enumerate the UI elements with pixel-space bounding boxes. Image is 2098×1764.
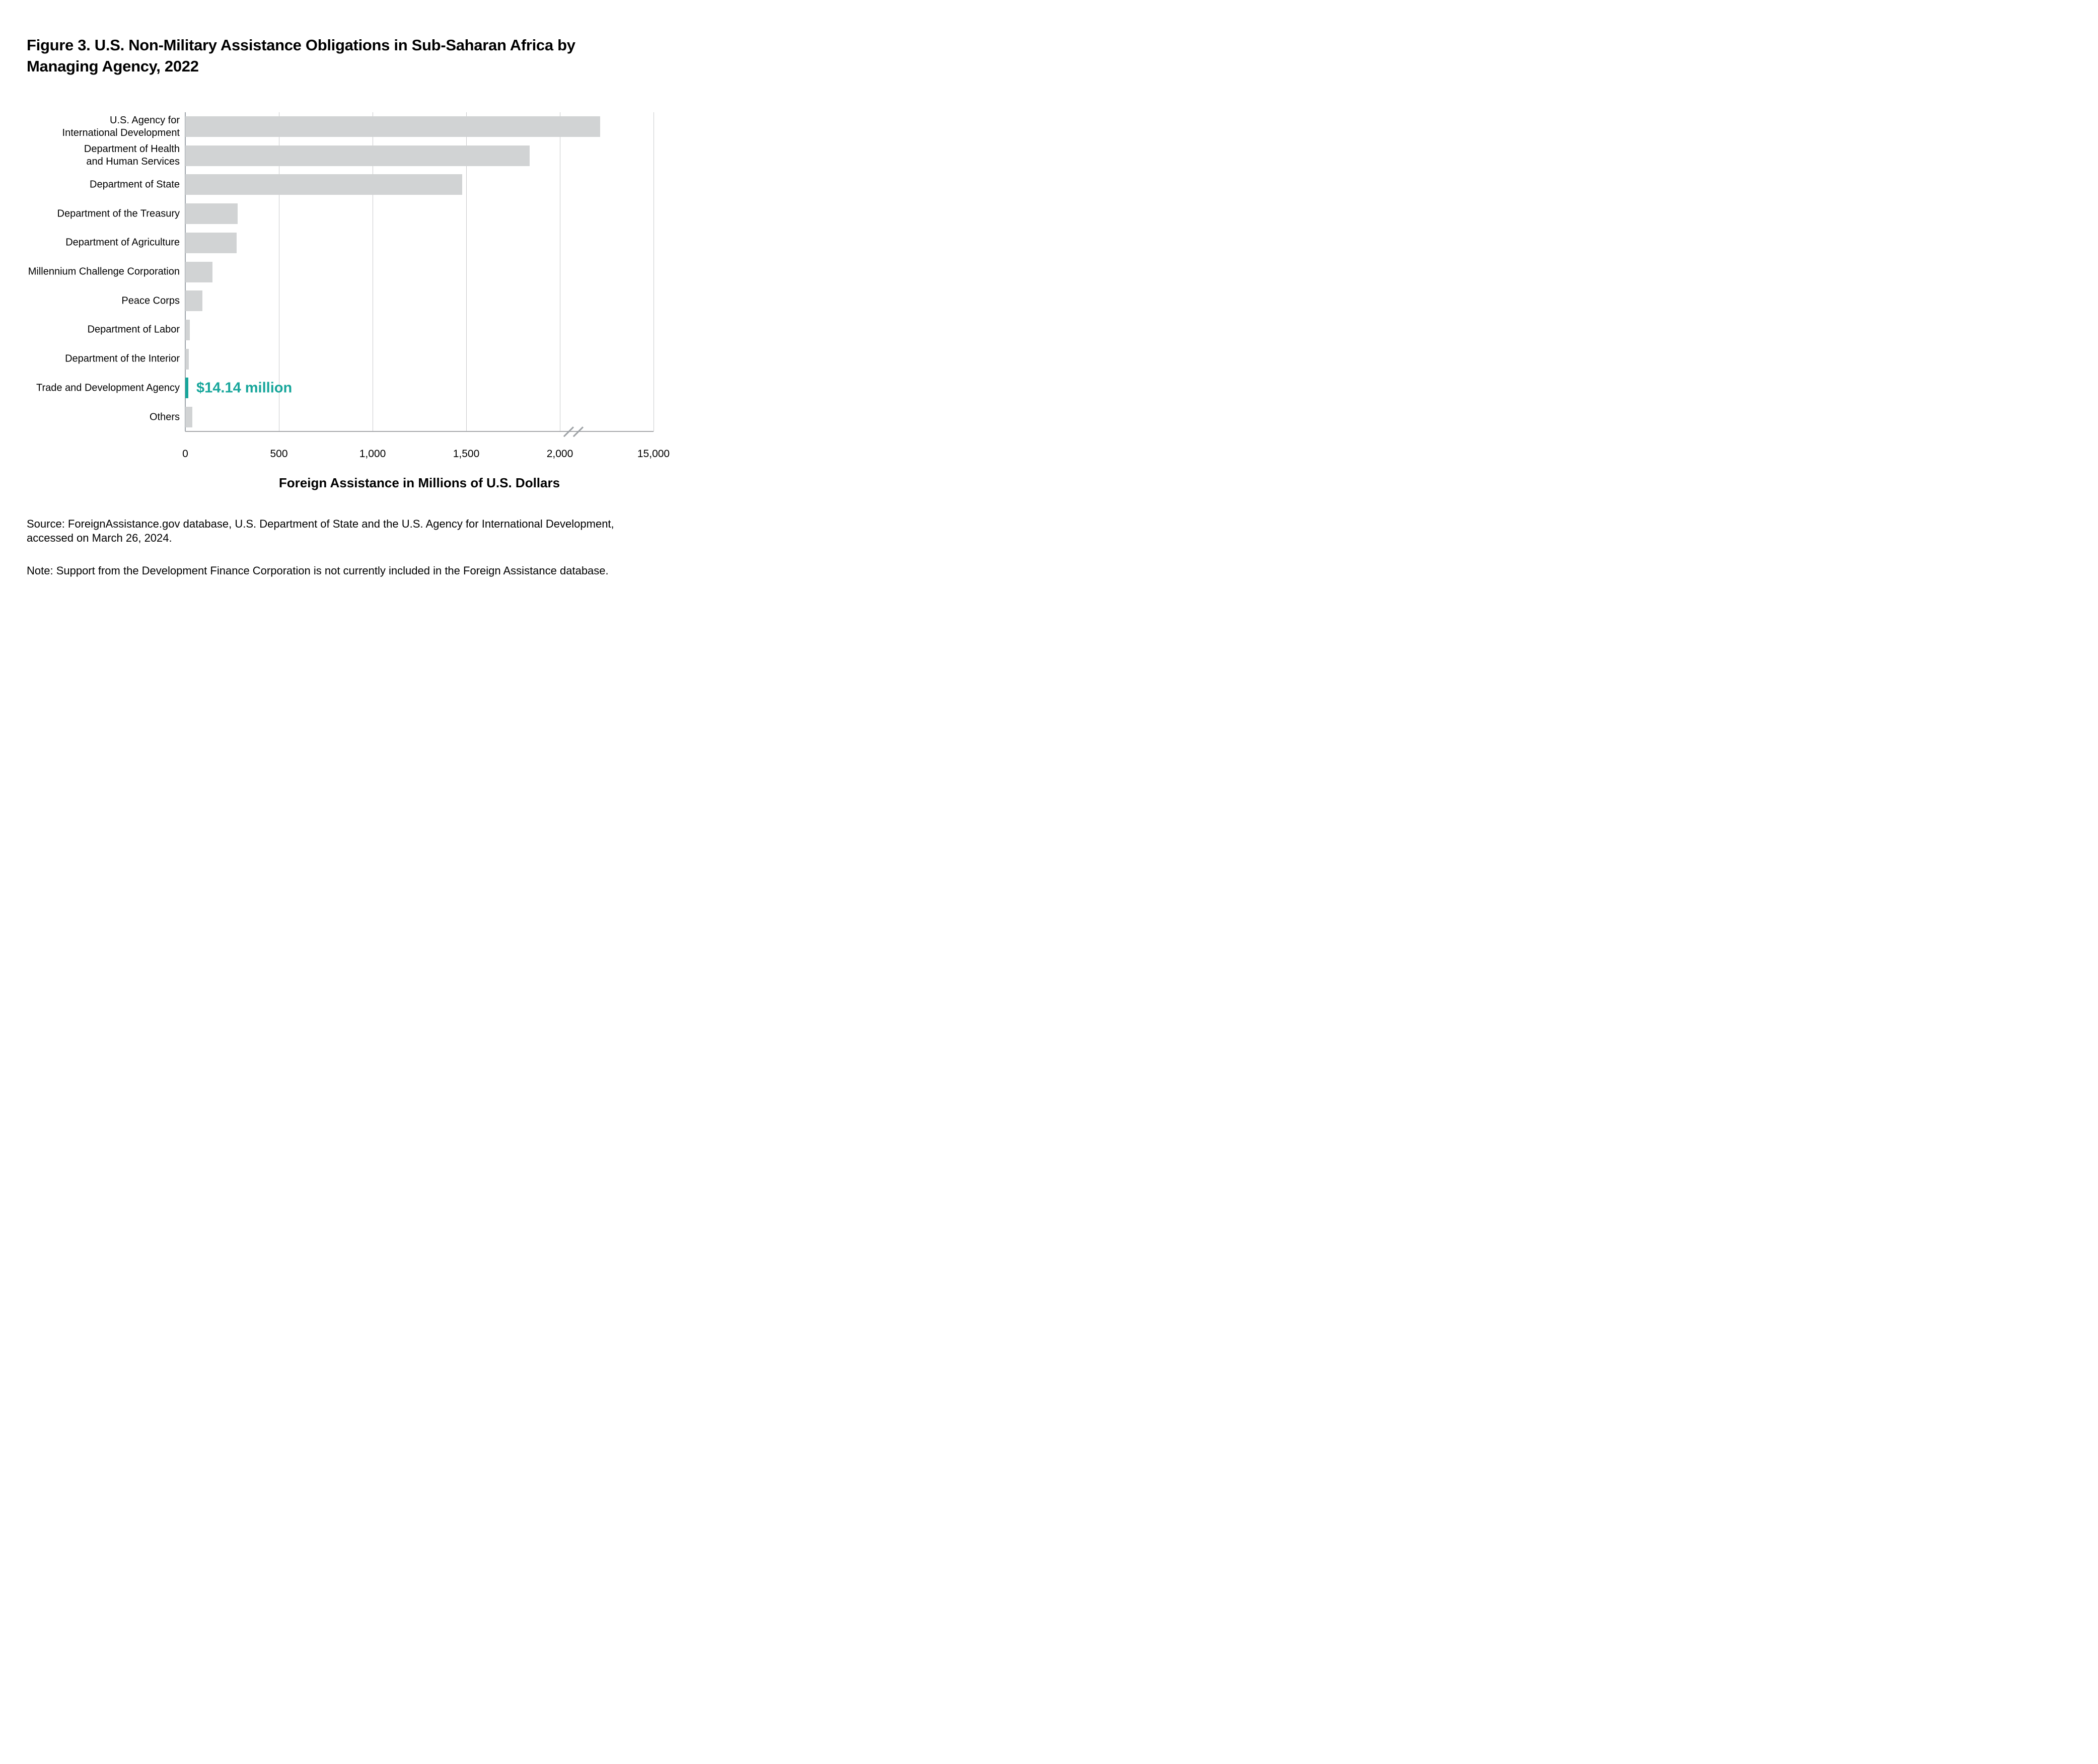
bar-row-u-s-agency-for-international-development <box>185 116 654 137</box>
bar-u-s-agency-for-international-development <box>185 116 600 137</box>
bar-row-peace-corps <box>185 290 654 312</box>
figure-container: Figure 3. U.S. Non-Military Assistance O… <box>0 0 699 588</box>
bar-peace-corps <box>185 290 203 312</box>
y-label-line: Department of Health <box>84 143 180 155</box>
plot-area: U.S. Agency for International Development… <box>28 112 670 460</box>
bar-row-department-of-the-treasury <box>185 203 654 225</box>
bar-row-department-of-agriculture <box>185 232 654 253</box>
x-tick-1-500: 1,500 <box>453 448 480 460</box>
x-tick-15-000: 15,000 <box>637 448 670 460</box>
bar-row-millennium-challenge-corporation <box>185 261 654 282</box>
y-label-line: Department of Labor <box>87 324 180 335</box>
y-label-line: Department of the Interior <box>65 353 180 364</box>
y-label-line: Millennium Challenge Corporation <box>28 266 180 277</box>
bar-department-of-state <box>185 174 462 195</box>
y-label-department-of-health-and-human-services: Department of Health and Human Services <box>11 143 180 168</box>
bar-row-department-of-health-and-human-services <box>185 145 654 166</box>
note-text: Note: Support from the Development Finan… <box>27 564 609 577</box>
y-label-line: Others <box>149 411 180 422</box>
bar-row-department-of-labor <box>185 319 654 340</box>
x-tick-500: 500 <box>270 448 288 460</box>
bar-department-of-agriculture <box>185 232 237 253</box>
y-label-trade-and-development-agency: Trade and Development Agency <box>11 382 180 394</box>
bar-department-of-the-interior <box>185 348 189 370</box>
y-label-department-of-the-interior: Department of the Interior <box>11 353 180 365</box>
figure-title-line: Figure 3. U.S. Non-Military Assistance O… <box>27 36 575 54</box>
y-label-line: Department of Agriculture <box>65 237 180 248</box>
x-tick-2-000: 2,000 <box>546 448 573 460</box>
y-label-department-of-agriculture: Department of Agriculture <box>11 237 180 249</box>
x-tick-1-000: 1,000 <box>359 448 386 460</box>
bar-row-department-of-the-interior <box>185 348 654 370</box>
y-label-line: and Human Services <box>86 156 180 168</box>
y-label-millennium-challenge-corporation: Millennium Challenge Corporation <box>11 266 180 278</box>
y-label-line: U.S. Agency for <box>110 114 180 126</box>
figure-title-line: Managing Agency, 2022 <box>27 57 199 75</box>
bar-department-of-labor <box>185 319 190 340</box>
bar-row-others <box>185 407 654 427</box>
figure-title: Figure 3. U.S. Non-Military Assistance O… <box>27 35 575 77</box>
x-axis-title: Foreign Assistance in Millions of U.S. D… <box>278 475 560 490</box>
bar-row-trade-and-development-agency: $14.14 million <box>185 378 654 399</box>
gridline-1-500 <box>466 112 467 431</box>
y-label-u-s-agency-for-international-development: U.S. Agency for International Development <box>11 114 180 139</box>
y-label-department-of-state: Department of State <box>11 178 180 191</box>
source-text: Source: ForeignAssistance.gov database, … <box>27 518 614 544</box>
y-label-line: International Development <box>62 127 180 138</box>
bar-row-department-of-state <box>185 174 654 195</box>
y-label-line: Department of the Treasury <box>57 208 180 219</box>
y-label-line: Peace Corps <box>121 295 180 307</box>
bar-trade-and-development-agency <box>185 378 189 399</box>
y-label-line: Department of State <box>90 179 180 190</box>
bar-department-of-the-treasury <box>185 203 238 225</box>
y-label-line: Trade and Development Agency <box>36 382 180 394</box>
bar-department-of-health-and-human-services <box>185 145 530 166</box>
y-label-others: Others <box>11 411 180 423</box>
bar-others <box>185 407 193 427</box>
y-label-department-of-the-treasury: Department of the Treasury <box>11 207 180 220</box>
x-axis-line <box>185 431 654 432</box>
highlight-annotation: $14.14 million <box>196 380 293 396</box>
y-label-department-of-labor: Department of Labor <box>11 324 180 336</box>
bar-millennium-challenge-corporation <box>185 261 212 282</box>
y-label-peace-corps: Peace Corps <box>11 295 180 307</box>
x-tick-0: 0 <box>182 448 188 460</box>
